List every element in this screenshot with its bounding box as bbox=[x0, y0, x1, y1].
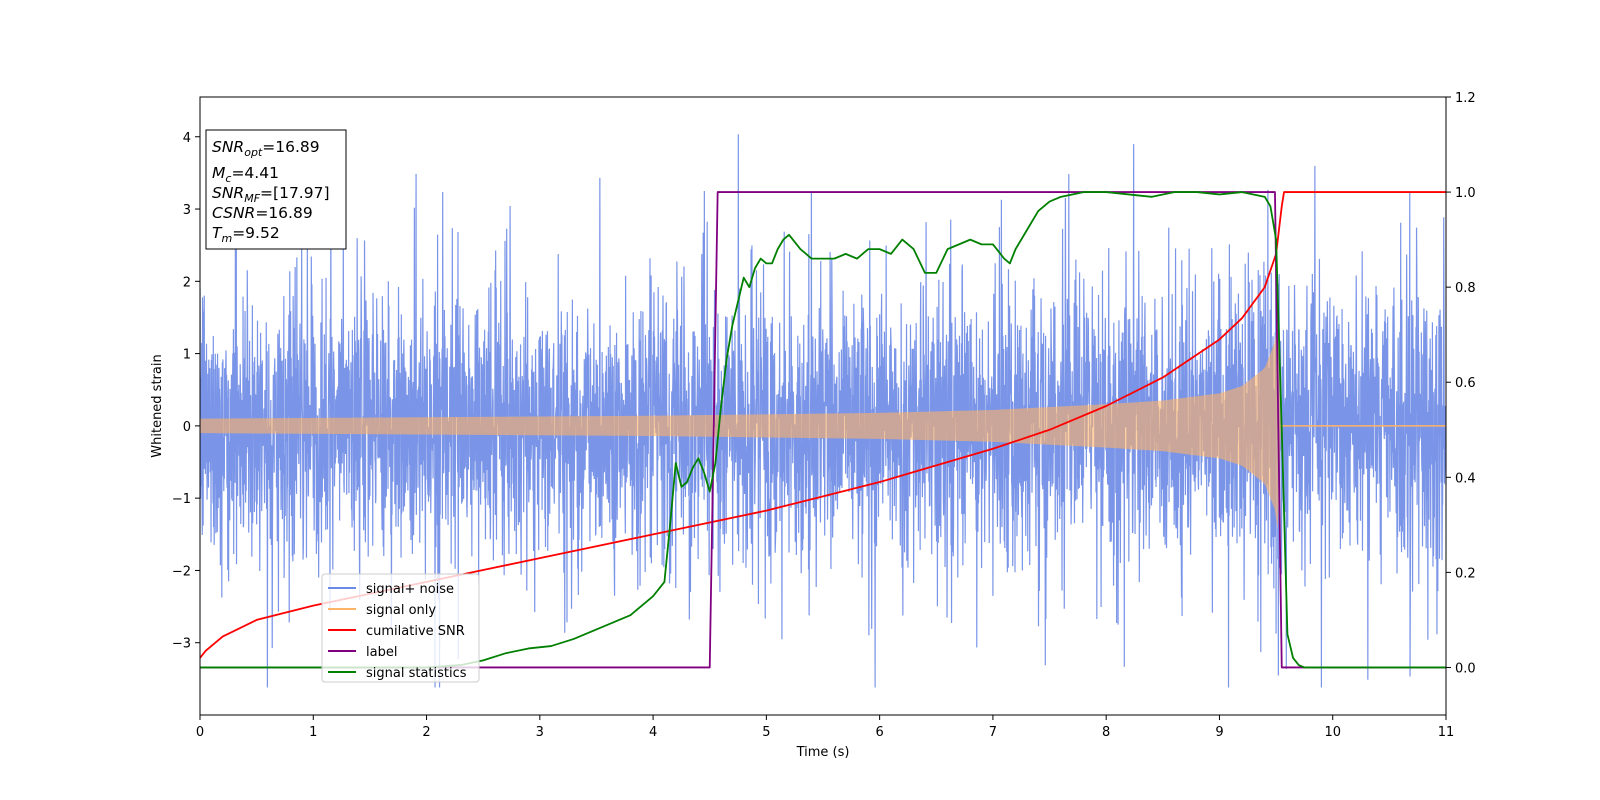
x-tick-label: 5 bbox=[762, 725, 770, 740]
y-tick-label: −1 bbox=[172, 492, 191, 507]
y-tick-label: 4 bbox=[183, 131, 191, 146]
series-signal-statistics bbox=[200, 191, 1446, 669]
y-tick-label: 1 bbox=[183, 348, 191, 363]
legend-label: signal only bbox=[366, 603, 436, 618]
annotation-value: =[17.97] bbox=[260, 184, 329, 202]
x-tick-label: 7 bbox=[989, 725, 997, 740]
y2-tick-label: 0.6 bbox=[1455, 376, 1476, 391]
x-tick-label: 8 bbox=[1102, 725, 1110, 740]
annotation-value: =16.89 bbox=[255, 204, 312, 222]
y-tick-label: 2 bbox=[183, 275, 191, 290]
x-tick-label: 10 bbox=[1324, 725, 1341, 740]
x-tick-label: 4 bbox=[649, 725, 657, 740]
series-signal-only-band bbox=[200, 322, 1446, 529]
annotation-symbol: CSNR bbox=[212, 204, 255, 222]
y2-tick-label: 1.2 bbox=[1455, 91, 1476, 106]
x-tick-label: 6 bbox=[875, 725, 883, 740]
annotation-line: SNRMF=[17.97] bbox=[212, 184, 330, 205]
x-tick-label: 9 bbox=[1215, 725, 1223, 740]
legend-label: label bbox=[366, 645, 397, 660]
legend-label: signal statistics bbox=[366, 666, 467, 681]
y-tick-label: 0 bbox=[183, 420, 191, 435]
y-axis-left: −3 −2 −1 0 1 2 3 4 bbox=[172, 131, 200, 652]
annotation-line: SNRopt=16.89 bbox=[212, 138, 320, 159]
y-tick-label: −3 bbox=[172, 637, 191, 652]
x-tick-label: 3 bbox=[536, 725, 544, 740]
annotation-value: =9.52 bbox=[232, 224, 280, 242]
y2-tick-label: 1.0 bbox=[1455, 186, 1476, 201]
annotation-box: SNRopt=16.89Mc=4.41SNRMF=[17.97]CSNR=16.… bbox=[205, 129, 347, 250]
plot-frame bbox=[199, 96, 1447, 716]
annotation-subscript: MF bbox=[244, 192, 260, 205]
annotation-value: =16.89 bbox=[262, 138, 319, 156]
series-signal-noise bbox=[200, 134, 1446, 688]
annotation-line: CSNR=16.89 bbox=[212, 204, 313, 222]
x-tick-label: 0 bbox=[196, 725, 204, 740]
x-axis-label: Time (s) bbox=[796, 745, 850, 760]
annotation-subscript: c bbox=[225, 172, 231, 185]
y-axis-right: 0.0 0.2 0.4 0.6 0.8 1.0 1.2 bbox=[1446, 91, 1476, 676]
annotation-value: =4.41 bbox=[231, 164, 279, 182]
annotation-frame bbox=[205, 129, 347, 250]
y-axis-label: Whitened strain bbox=[150, 354, 165, 457]
y-tick-label: −2 bbox=[172, 564, 191, 579]
x-axis: 0 1 2 3 4 5 6 7 8 9 10 11 bbox=[196, 715, 1454, 740]
annotation-subscript: m bbox=[221, 232, 232, 245]
y-tick-label: 3 bbox=[183, 203, 191, 218]
x-tick-label: 11 bbox=[1438, 725, 1455, 740]
annotation-subscript: opt bbox=[244, 146, 263, 159]
legend: signal+ noise signal only cumilative SNR la… bbox=[321, 573, 480, 683]
legend-label: signal+ noise bbox=[366, 582, 454, 597]
y2-tick-label: 0.0 bbox=[1455, 661, 1476, 676]
annotation-line: Tm=9.52 bbox=[212, 224, 280, 245]
annotation-symbol: T bbox=[212, 224, 223, 242]
legend-label: cumilative SNR bbox=[366, 624, 465, 639]
annotation-symbol: SNR bbox=[212, 138, 244, 156]
y2-tick-label: 0.4 bbox=[1455, 471, 1476, 486]
annotation-symbol: SNR bbox=[212, 184, 244, 202]
y2-tick-label: 0.2 bbox=[1455, 566, 1476, 581]
x-tick-label: 1 bbox=[309, 725, 317, 740]
annotation-line: Mc=4.41 bbox=[212, 164, 279, 185]
legend-frame bbox=[321, 573, 480, 683]
annotation-symbol: M bbox=[212, 164, 225, 182]
y2-tick-label: 0.8 bbox=[1455, 281, 1476, 296]
x-tick-label: 2 bbox=[422, 725, 430, 740]
